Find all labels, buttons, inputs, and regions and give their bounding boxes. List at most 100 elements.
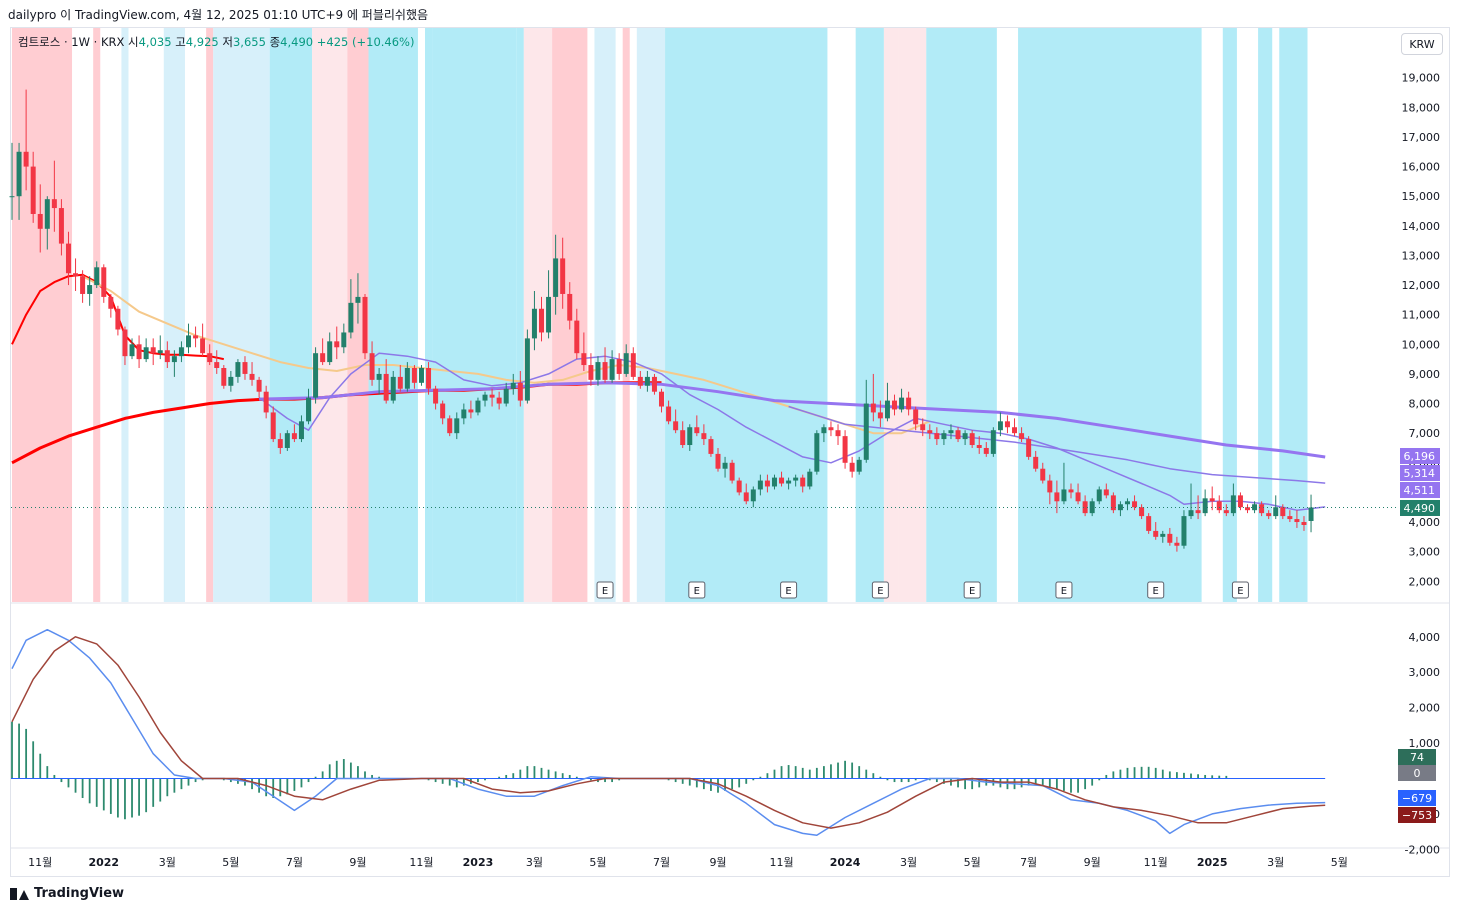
price-tick-label: 16,000 [1402, 161, 1441, 174]
candle-body [193, 335, 199, 339]
candle [595, 356, 601, 386]
symbol-legend: 컴트로스 · 1W · KRX 시4,035 고4,925 저3,655 종4,… [18, 34, 414, 50]
candle [786, 477, 792, 490]
earnings-marker-box [963, 581, 981, 599]
candle-body [369, 353, 375, 380]
candle-body [164, 350, 170, 363]
candle-body [1075, 492, 1081, 502]
macd-hist-bar [914, 778, 917, 781]
time-tick-label: 2024 [830, 856, 861, 869]
candle-body [870, 403, 876, 413]
candle [616, 353, 622, 380]
macd-hist-bar [830, 764, 832, 779]
macd-tick-label: 4,000 [1409, 631, 1441, 644]
time-tick-label: 5월 [222, 856, 239, 869]
candle-body [793, 477, 799, 481]
macd-hist-bar [237, 778, 239, 784]
macd-hist-bar [180, 778, 183, 790]
time-tick-label: 9월 [1084, 856, 1101, 869]
time-tick-label: 7월 [653, 856, 670, 869]
macd-hist-bar [11, 721, 13, 779]
macd-hist-bar [738, 778, 741, 788]
earnings-marker-box [596, 581, 614, 599]
price-label-text: 4,490 [1404, 502, 1436, 515]
macd-hist-bar [1105, 774, 1108, 779]
macd-hist-bar [745, 778, 748, 784]
candle-body [178, 347, 184, 357]
candle-body [1273, 507, 1279, 517]
macd-hist-bar [60, 778, 63, 783]
candle [1230, 483, 1236, 517]
macd-hist-bar [710, 778, 712, 791]
signal-band [368, 28, 418, 602]
macd-hist-bar [1119, 769, 1122, 779]
signal-band [206, 28, 214, 602]
chart-frame [10, 27, 1450, 877]
candle [793, 474, 799, 487]
candle [623, 344, 629, 377]
macd-hist-bar [138, 778, 140, 816]
time-tick-label: 11월 [769, 856, 793, 869]
symbol-name[interactable]: 컴트로스 · 1W · KRX [18, 35, 125, 49]
candle [1061, 462, 1067, 505]
candle-body [531, 308, 537, 339]
candle [1287, 510, 1293, 523]
candle [1308, 494, 1314, 533]
candle [58, 199, 64, 256]
macd-hist-bar [766, 773, 769, 779]
earnings-marker-label: E [877, 586, 883, 597]
candle-body [701, 433, 707, 440]
candle-body [764, 480, 770, 487]
candle [602, 347, 608, 383]
macd-hist-bar [1070, 778, 1072, 793]
candle [383, 359, 389, 404]
macd-hist-bar [321, 771, 324, 779]
macd-value-box [1398, 765, 1436, 781]
time-tick-label: 11월 [409, 856, 433, 869]
candle-body [16, 151, 22, 197]
macd-hist-bar [1168, 771, 1171, 779]
macd-hist-bar [808, 769, 811, 779]
candle-body [1117, 504, 1123, 511]
candle-body [277, 439, 283, 448]
macd-hist-bar [117, 778, 119, 818]
candle-body [1188, 510, 1194, 517]
candle [1068, 483, 1074, 499]
earnings-marker: E [1231, 581, 1249, 599]
candle [115, 305, 121, 336]
macd-hist-bar [724, 778, 726, 791]
macd-hist-bar [357, 766, 359, 779]
macd-hist-bar [971, 778, 974, 790]
candle [242, 356, 248, 380]
candle [644, 370, 650, 392]
macd-hist-bar [526, 766, 529, 779]
earnings-marker-box [780, 581, 798, 599]
candle-body [595, 362, 601, 380]
macd-hist-bar [957, 778, 959, 788]
candle [863, 379, 869, 463]
candle-body [863, 403, 869, 460]
candle-body [115, 308, 121, 330]
candle-body [1181, 516, 1187, 546]
currency-button[interactable]: KRW [1401, 33, 1443, 55]
macd-hist-bar [575, 776, 578, 779]
macd-hist-bar [886, 778, 889, 781]
signal-band [1018, 28, 1202, 602]
candle [284, 430, 290, 451]
macd-hist-bar [964, 778, 966, 790]
candle-body [884, 400, 890, 419]
candle-body [1174, 542, 1180, 546]
signal-band [622, 28, 630, 602]
candle [228, 370, 234, 392]
macd-hist-bar [1183, 772, 1185, 779]
candle [157, 335, 163, 360]
candle-body [256, 379, 262, 392]
price-tick-label: 7,000 [1409, 427, 1441, 440]
time-tick-label: 11월 [28, 856, 52, 869]
candle-body [743, 492, 749, 502]
candle-body [461, 409, 467, 419]
open-label: 시 [128, 35, 139, 49]
macd-value-text: −753 [1402, 809, 1432, 822]
candle-body [1245, 507, 1250, 511]
